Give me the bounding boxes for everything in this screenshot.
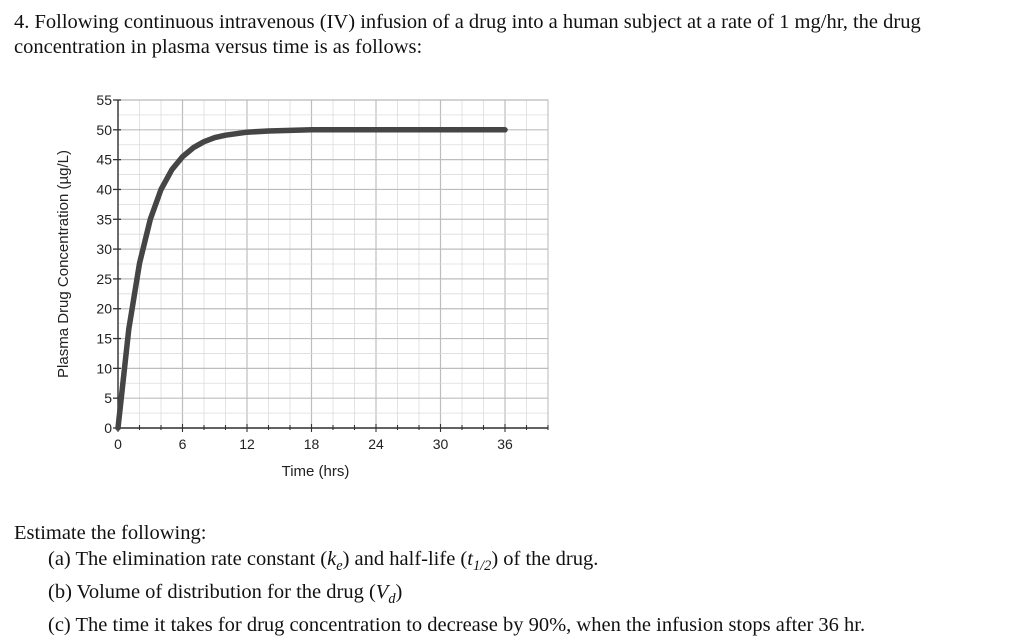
y-tick-label: 50: [96, 122, 112, 138]
x-tick-label: 18: [304, 436, 320, 452]
y-tick-label: 30: [96, 241, 112, 257]
task-b: (b) Volume of distribution for the drug …: [48, 581, 403, 608]
x-tick-label: 30: [433, 436, 449, 452]
question-text: 4. Following continuous intravenous (IV)…: [14, 11, 921, 58]
y-tick-label: 20: [96, 301, 112, 317]
x-tick-label: 36: [497, 436, 513, 452]
concentration-chart: 0 5 10 15 20 25 30 35 40 45 50 55 0 6 12 18 24 30 36 Time (…: [0, 80, 600, 500]
y-tick-label: 40: [96, 181, 112, 197]
y-tick-label: 55: [96, 92, 112, 108]
y-tick-label: 45: [96, 152, 112, 168]
x-tick-label: 0: [114, 436, 122, 452]
y-tick-label: 10: [96, 360, 112, 376]
y-tick-label: 15: [96, 331, 112, 347]
x-tick-label: 12: [239, 436, 255, 452]
tasks-intro: Estimate the following:: [14, 522, 207, 544]
y-tick-label: 5: [104, 390, 112, 406]
y-tick-label: 25: [96, 271, 112, 287]
tasks-section: Estimate the following: (a) The eliminat…: [14, 520, 865, 638]
y-tick-label: 0: [104, 420, 112, 436]
chart-svg: 0 5 10 15 20 25 30 35 40 45 50 55 0 6 12 18 24 30 36 Time (…: [55, 92, 549, 480]
task-c: (c) The time it takes for drug concentra…: [48, 614, 866, 637]
x-axis-label: Time (hrs): [282, 463, 350, 480]
task-a: (a) The elimination rate constant (ke) a…: [48, 548, 599, 575]
x-tick-label: 6: [179, 436, 187, 452]
y-tick-label: 35: [96, 211, 112, 227]
y-axis-label: Plasma Drug Concentration (µg/L): [55, 150, 72, 378]
x-tick-label: 24: [368, 436, 384, 452]
series-line-0: [115, 127, 508, 431]
